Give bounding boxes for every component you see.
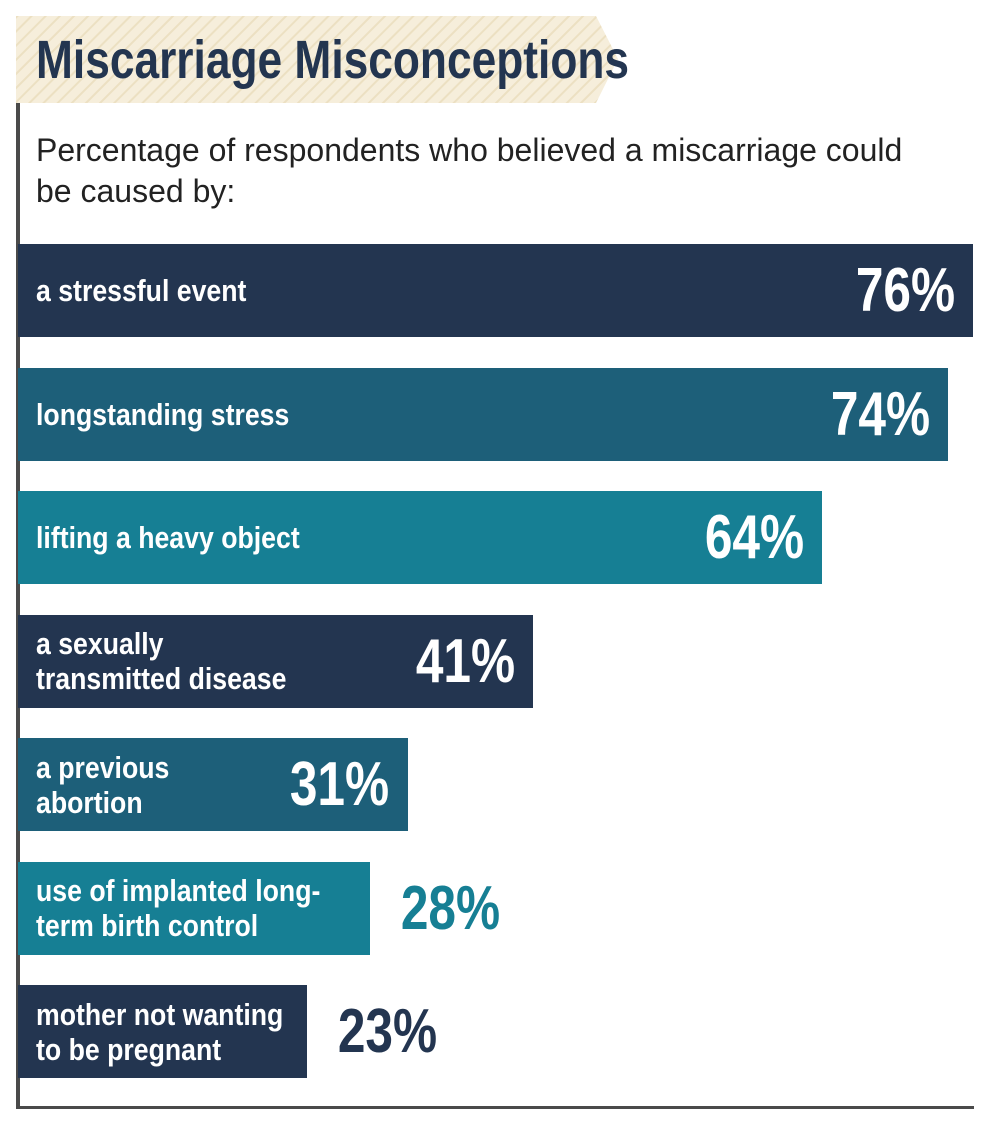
bar-value-label: 74%: [830, 379, 930, 449]
bar-label: a previous abortion: [36, 750, 169, 820]
bar-label-line: transmitted disease: [36, 661, 287, 696]
bar-value-label: 76%: [855, 256, 955, 325]
bar: [18, 985, 307, 1078]
chart-subtitle: Percentage of respondents who believed a…: [36, 132, 903, 209]
bar-value-label: 28%: [400, 873, 500, 943]
title-banner: [16, 16, 618, 103]
bar-label-line: abortion: [36, 784, 143, 820]
bar-label-line: lifting a heavy object: [36, 520, 300, 555]
bar-label: longstanding stress: [36, 397, 289, 432]
bar-label-line: use of implanted long-: [36, 873, 321, 908]
bar: [18, 861, 370, 955]
bar-label: lifting a heavy object: [36, 520, 300, 555]
bar-label-line: a previous: [36, 749, 170, 785]
y-axis-line: [16, 103, 20, 1109]
bar-value-label: 41%: [415, 626, 516, 696]
bar-label: a sexually transmitted disease: [36, 626, 286, 696]
bar-value-label: 64%: [704, 503, 805, 572]
bar-label-line: a stressful event: [36, 273, 247, 308]
bar-label-line: mother not wanting: [36, 996, 284, 1032]
bar-label: use of implanted long-term birth control: [36, 873, 320, 943]
x-axis-line: [16, 1106, 974, 1109]
bar: [18, 738, 408, 831]
bar-label-line: a sexually: [36, 626, 164, 661]
bar: [18, 244, 973, 337]
bar: [18, 367, 948, 461]
bar: [18, 614, 534, 708]
bar: [18, 491, 823, 584]
bar-label-line: term birth control: [36, 908, 259, 943]
bar-label: a stressful event: [36, 273, 246, 308]
bar-label-line: to be pregnant: [36, 1031, 222, 1067]
bar-label: mother not wanting to be pregnant: [36, 997, 283, 1067]
bar-label-line: longstanding stress: [36, 396, 290, 432]
chart-title: Miscarriage Misconceptions: [36, 30, 630, 90]
bar-value-label: 31%: [290, 750, 390, 819]
bar-value-label: 23%: [337, 997, 438, 1066]
